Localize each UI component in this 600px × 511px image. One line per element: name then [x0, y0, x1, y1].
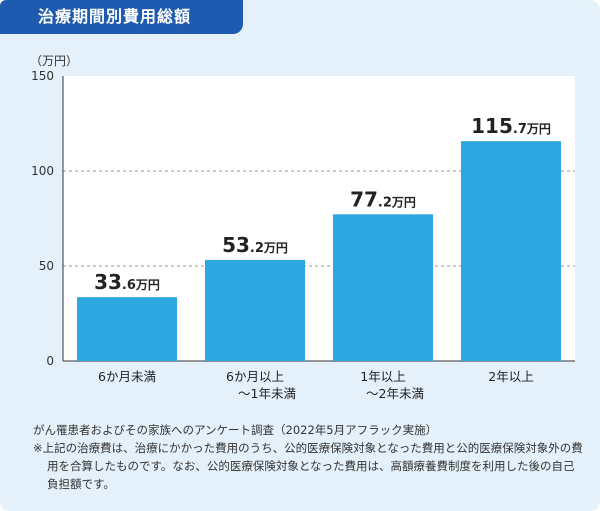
source-note: がん罹患者およびその家族へのアンケート調査（2022年5月アフラック実施）	[33, 423, 438, 437]
x-tick-label: 1年以上	[360, 369, 405, 384]
x-tick-label: 6か月未満	[98, 369, 156, 384]
data-label: 77.2万円	[350, 187, 416, 211]
footnote: ※上記の治療費は、治療にかかった費用のうち、公的医療保険対象となった費用と公的医…	[33, 441, 583, 491]
y-axis-unit-label: （万円）	[30, 54, 79, 68]
x-tick-label: 2年以上	[488, 369, 533, 384]
y-tick-label: 50	[39, 259, 54, 273]
bar	[205, 259, 305, 361]
bar	[333, 214, 433, 361]
y-tick-label: 0	[46, 354, 54, 368]
notes: がん罹患者およびその家族へのアンケート調査（2022年5月アフラック実施） ※上…	[33, 421, 583, 493]
data-label: 53.2万円	[222, 233, 288, 257]
x-tick-label: 〜2年未満	[366, 386, 424, 401]
chart-title: 治療期間別費用総額	[0, 0, 243, 34]
bar-chart: 0 50 100 150 33.6万円 6か月未満 53.2万円 6か月以上〜1年未満 77.2…	[31, 69, 575, 401]
bar	[461, 141, 561, 361]
y-tick-label: 150	[31, 69, 54, 83]
x-tick-label: 6か月以上	[226, 369, 284, 384]
bar	[77, 297, 177, 361]
y-tick-label: 100	[31, 164, 54, 178]
data-label: 33.6万円	[94, 270, 160, 294]
data-label: 115.7万円	[471, 114, 551, 138]
x-tick-label: 〜1年未満	[238, 386, 296, 401]
